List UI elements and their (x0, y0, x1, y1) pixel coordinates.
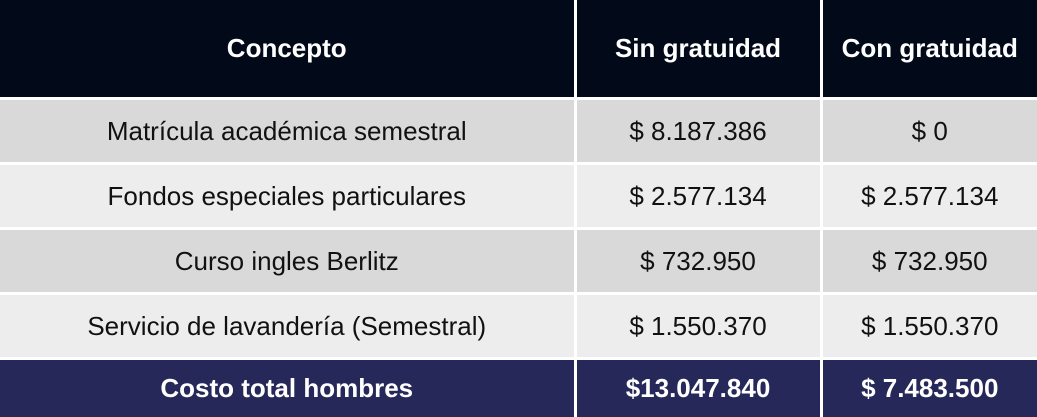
table-cell: Servicio de lavandería (Semestral) (0, 294, 575, 359)
table-row: Servicio de lavandería (Semestral)$ 1.55… (0, 294, 1037, 359)
table-cell: $ 1.550.370 (821, 294, 1037, 359)
table-body: Matrícula académica semestral$ 8.187.386… (0, 99, 1037, 359)
header-cell: Concepto (0, 0, 575, 99)
header-cell: Sin gratuidad (575, 0, 821, 99)
footer-row: Costo total hombres$13.047.840$ 7.483.50… (0, 359, 1037, 417)
table-cell: $ 732.950 (821, 229, 1037, 294)
table-cell: $ 0 (821, 99, 1037, 164)
table-row: Curso ingles Berlitz$ 732.950$ 732.950 (0, 229, 1037, 294)
table-cell: $ 8.187.386 (575, 99, 821, 164)
table-cell: $ 2.577.134 (821, 164, 1037, 229)
header-cell: Con gratuidad (821, 0, 1037, 99)
table-cell: $ 732.950 (575, 229, 821, 294)
total-cell: $13.047.840 (575, 359, 821, 417)
table-cell: $ 2.577.134 (575, 164, 821, 229)
total-cell: Costo total hombres (0, 359, 575, 417)
table-row: Matrícula académica semestral$ 8.187.386… (0, 99, 1037, 164)
total-cell: $ 7.483.500 (821, 359, 1037, 417)
table-cell: Curso ingles Berlitz (0, 229, 575, 294)
table-cell: $ 1.550.370 (575, 294, 821, 359)
table-cell: Fondos especiales particulares (0, 164, 575, 229)
table-row: Fondos especiales particulares$ 2.577.13… (0, 164, 1037, 229)
table-cell: Matrícula académica semestral (0, 99, 575, 164)
